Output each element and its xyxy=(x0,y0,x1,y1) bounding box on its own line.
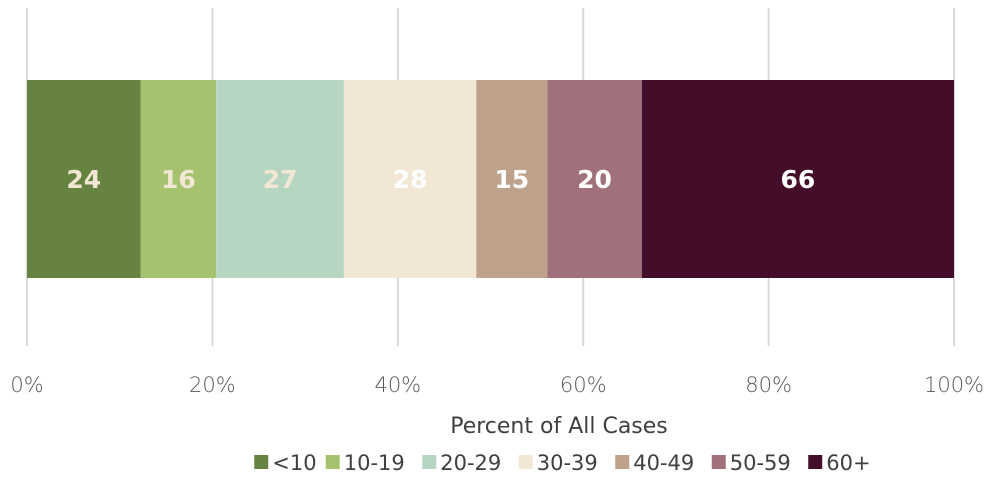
legend-swatch xyxy=(422,455,437,469)
legend-item: 30-39 xyxy=(518,451,598,475)
legend-swatch xyxy=(325,455,340,469)
x-tick-label: 100% xyxy=(924,373,984,397)
data-label: 27 xyxy=(263,165,298,194)
legend-item: 60+ xyxy=(808,451,871,475)
legend-label: <10 xyxy=(272,451,316,475)
x-axis-title: Percent of All Cases xyxy=(450,414,668,439)
x-axis-tick-labels: 0% 20% 40% 60% 80% 100% xyxy=(10,373,984,397)
x-tick-label: 80% xyxy=(745,373,792,397)
legend-item: <10 xyxy=(254,451,317,475)
bar-segment xyxy=(641,80,954,278)
data-label: 24 xyxy=(66,165,101,194)
bar-segment xyxy=(476,80,548,278)
bar-segment xyxy=(547,80,642,278)
legend-item: 10-19 xyxy=(325,451,405,475)
data-label: 66 xyxy=(781,165,816,194)
legend-swatch xyxy=(808,455,823,469)
bar-segment xyxy=(343,80,477,278)
bar-segment xyxy=(27,80,141,278)
legend-swatch xyxy=(518,455,533,469)
data-labels: 24 16 27 28 15 20 66 xyxy=(66,165,815,194)
legend-label: 60+ xyxy=(826,451,870,475)
legend-item: 40-49 xyxy=(615,451,694,475)
data-label: 15 xyxy=(494,165,529,194)
x-tick-label: 60% xyxy=(560,373,607,397)
data-label: 20 xyxy=(577,165,612,194)
legend-swatch xyxy=(711,455,726,469)
legend-label: 20-29 xyxy=(440,451,501,475)
data-label: 28 xyxy=(393,165,428,194)
bar-segments xyxy=(27,80,954,278)
x-tick-label: 0% xyxy=(10,373,43,397)
legend-item: 20-29 xyxy=(422,451,501,475)
legend-item: 50-59 xyxy=(711,451,791,475)
bar-segment xyxy=(140,80,217,278)
legend-label: 10-19 xyxy=(344,451,405,475)
legend-label: 40-49 xyxy=(633,451,694,475)
legend-swatch xyxy=(615,455,630,469)
x-tick-label: 20% xyxy=(189,373,236,397)
legend-swatch xyxy=(254,455,269,469)
legend-label: 50-59 xyxy=(730,451,791,475)
legend: <10 10-19 20-29 30-39 40-49 50-59 60+ xyxy=(254,451,871,475)
x-tick-label: 40% xyxy=(374,373,421,397)
legend-label: 30-39 xyxy=(537,451,598,475)
data-label: 16 xyxy=(161,165,196,194)
bar-segment xyxy=(216,80,344,278)
